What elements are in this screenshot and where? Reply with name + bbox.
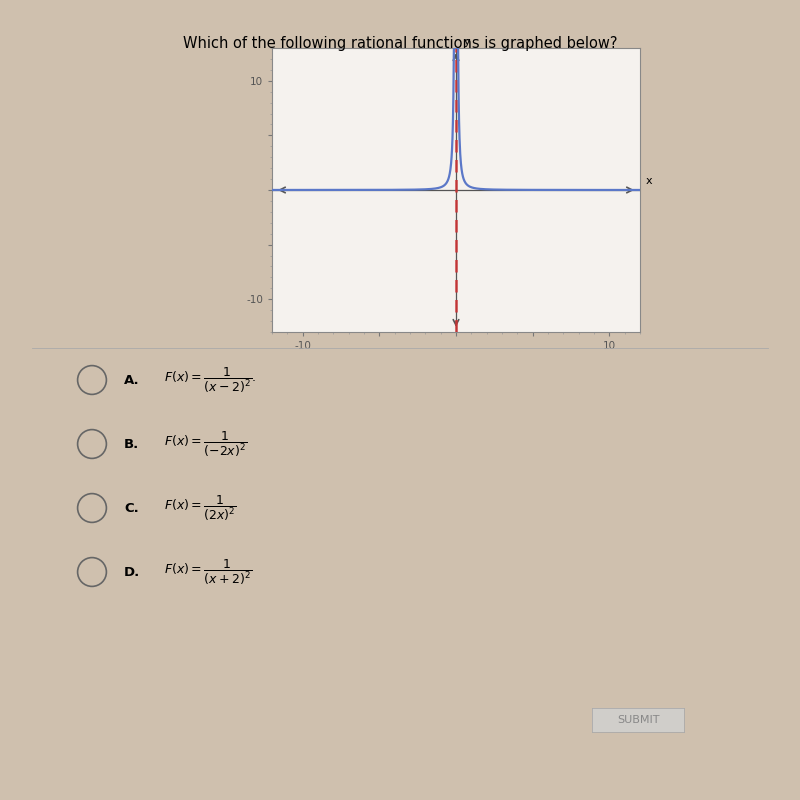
Text: $F(x) = \dfrac{1}{(x-2)^2}$.: $F(x) = \dfrac{1}{(x-2)^2}$. — [164, 366, 256, 394]
Text: x: x — [646, 176, 653, 186]
Text: Which of the following rational functions is graphed below?: Which of the following rational function… — [182, 36, 618, 51]
Text: A.: A. — [124, 374, 140, 386]
Text: B.: B. — [124, 438, 139, 450]
Text: y: y — [464, 37, 470, 46]
Text: $F(x) = \dfrac{1}{(2x)^2}$: $F(x) = \dfrac{1}{(2x)^2}$ — [164, 494, 237, 522]
Text: C.: C. — [124, 502, 138, 514]
Text: D.: D. — [124, 566, 140, 578]
Text: SUBMIT: SUBMIT — [617, 715, 659, 725]
Text: $F(x) = \dfrac{1}{(x+2)^2}$: $F(x) = \dfrac{1}{(x+2)^2}$ — [164, 558, 252, 586]
Text: $F(x) = \dfrac{1}{(-2x)^2}$: $F(x) = \dfrac{1}{(-2x)^2}$ — [164, 430, 247, 458]
